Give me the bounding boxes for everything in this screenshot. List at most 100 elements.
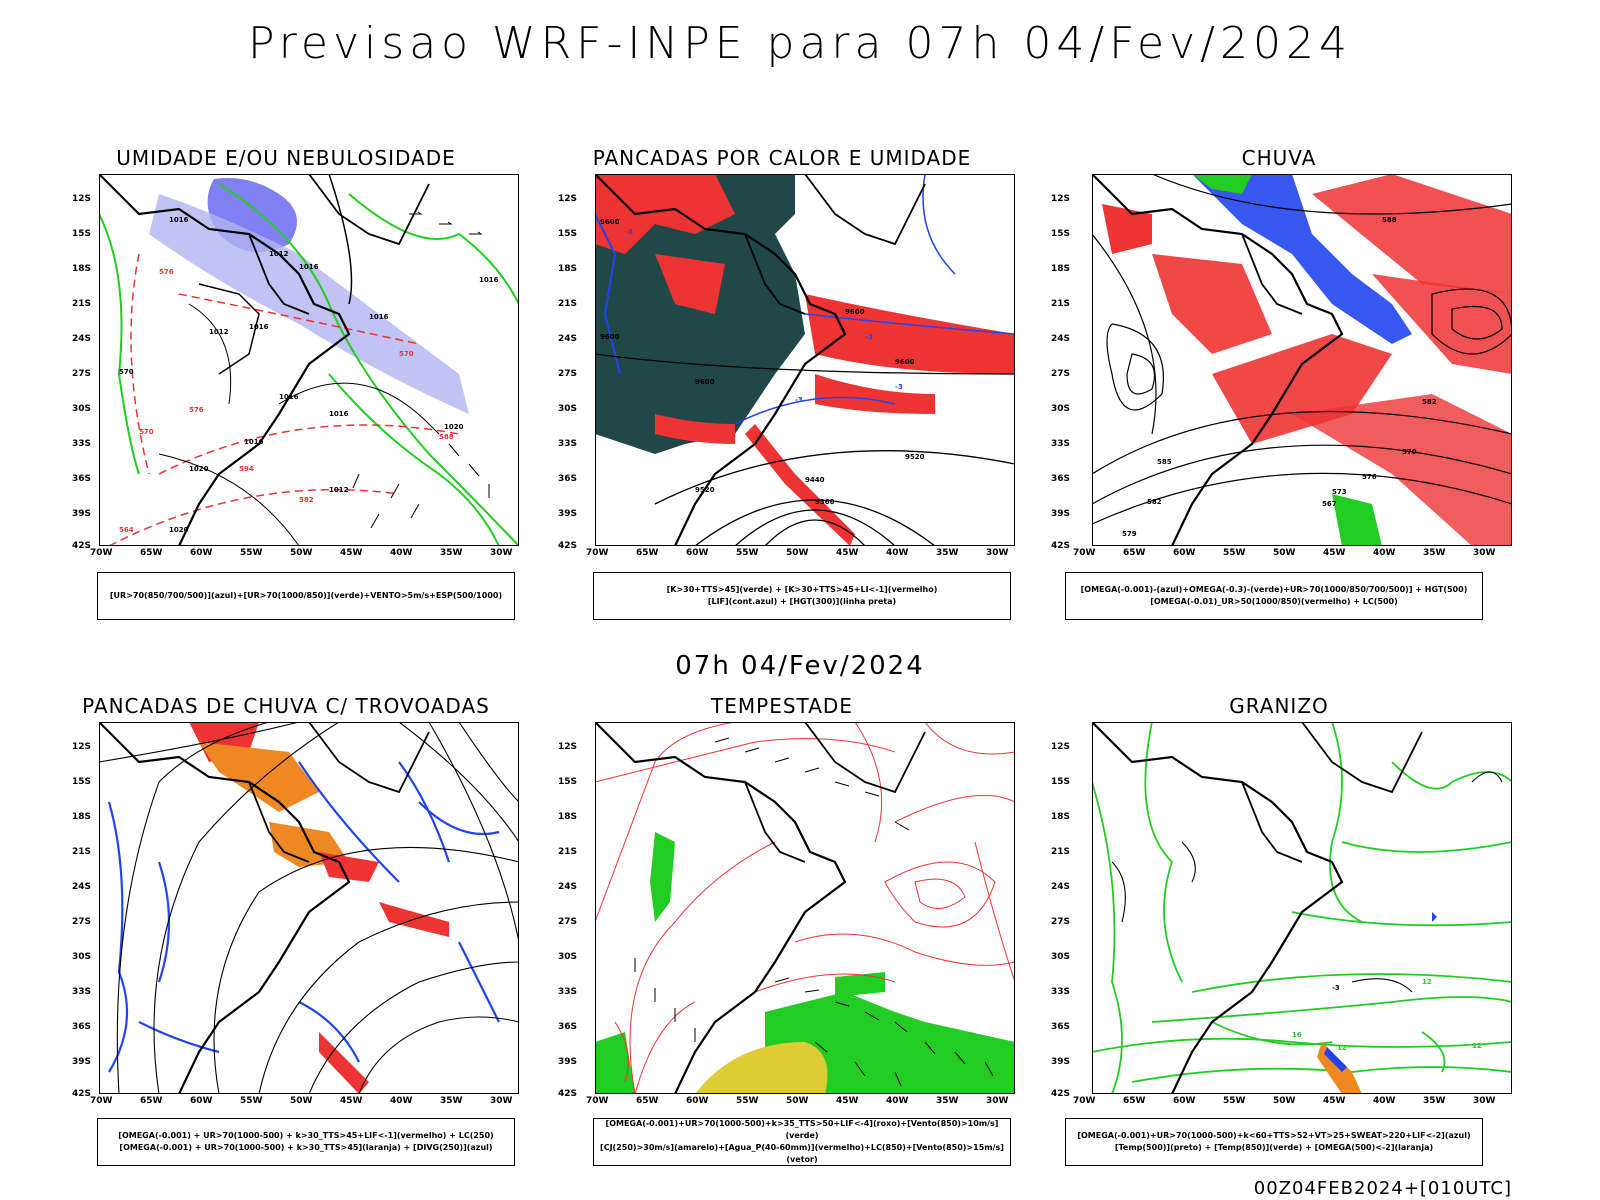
lat-label: 15S <box>1051 229 1071 239</box>
panel-title: PANCADAS POR CALOR E UMIDADE <box>592 146 972 170</box>
legend-line: [OMEGA(-0.01)_UR>50(1000/850)(vermelho) … <box>1150 597 1398 606</box>
map-label: 585 <box>1157 458 1172 466</box>
lat-label: 27S <box>1051 917 1071 927</box>
lon-label: 35W <box>440 1096 463 1106</box>
lon-label: 55W <box>736 1096 759 1106</box>
panel-umidade: UMIDADE E/OU NEBULOSIDADE <box>66 146 519 620</box>
map-label: 1016 <box>279 393 299 401</box>
panel-chuva: CHUVA 588 582 <box>1051 146 1512 620</box>
lon-label: 40W <box>886 1096 909 1106</box>
lat-label: 42S <box>72 541 92 551</box>
lon-label: 55W <box>1223 1096 1246 1106</box>
lat-label: 21S <box>558 299 578 309</box>
lon-label: 40W <box>886 548 909 558</box>
legend-box: [OMEGA(-0.001)-(azul)+OMEGA(-0.3)-(verde… <box>1065 572 1483 620</box>
lat-label: 36S <box>558 1022 578 1032</box>
lat-label: 42S <box>558 541 578 551</box>
lat-label: 24S <box>558 882 578 892</box>
panel-pancadas-calor: PANCADAS POR CALOR E UMIDADE 9600 <box>558 146 1015 620</box>
lon-label: 70W <box>586 1096 609 1106</box>
lat-label: 24S <box>72 334 92 344</box>
map-label: 1012 <box>209 328 229 336</box>
map-label: 1012 <box>269 250 289 258</box>
lat-label: 18S <box>1051 264 1071 274</box>
map-label: 570 <box>399 350 414 358</box>
lat-label: 33S <box>1051 439 1071 449</box>
main-title: Previsao WRF-INPE para 07h 04/Fev/2024 <box>248 18 1352 69</box>
lat-label: 33S <box>1051 987 1071 997</box>
lon-label: 35W <box>1423 1096 1446 1106</box>
lon-label: 50W <box>1273 1096 1296 1106</box>
lat-label: 24S <box>558 334 578 344</box>
map-label: 570 <box>119 368 134 376</box>
lat-label: 39S <box>72 1057 92 1067</box>
lon-label: 35W <box>936 548 959 558</box>
lat-label: 42S <box>558 1089 578 1099</box>
lon-label: 55W <box>1223 548 1246 558</box>
lon-label: 65W <box>1123 1096 1146 1106</box>
lon-label: 45W <box>340 548 363 558</box>
map-label: 1016 <box>244 438 264 446</box>
lon-label: 45W <box>836 1096 859 1106</box>
lat-label: 21S <box>72 299 92 309</box>
lat-label: 42S <box>1051 541 1071 551</box>
legend-box: [OMEGA(-0.001) + UR>70(1000-500) + k>30_… <box>97 1118 515 1166</box>
map-svg: 588 582 579 576 573 570 567 582 585 <box>1092 174 1512 546</box>
lat-label: 18S <box>72 812 92 822</box>
lat-label: 39S <box>558 1057 578 1067</box>
map-tempestade <box>595 722 1015 1094</box>
lon-label: 50W <box>290 1096 313 1106</box>
lon-label: 30W <box>1473 548 1496 558</box>
lon-label: 70W <box>1073 548 1096 558</box>
lat-label: 39S <box>1051 1057 1071 1067</box>
map-svg <box>595 722 1015 1094</box>
lat-label: 33S <box>558 439 578 449</box>
lon-label: 40W <box>1373 1096 1396 1106</box>
map-label: 1016 <box>329 410 349 418</box>
map-label: 576 <box>189 406 204 414</box>
lat-label: 30S <box>558 404 578 414</box>
map-pancadas-calor: 9600 9600 9600 9600 9600 9520 9440 9360 … <box>595 174 1015 546</box>
lon-label: 65W <box>140 1096 163 1106</box>
lon-label: 60W <box>686 1096 709 1106</box>
map-label: 9600 <box>895 358 915 366</box>
legend-box: [UR>70(850/700/500)](azul)+[UR>70(1000/8… <box>97 572 515 620</box>
lon-label: 45W <box>340 1096 363 1106</box>
map-label: 564 <box>119 526 134 534</box>
lon-label: 70W <box>90 1096 113 1106</box>
lat-label: 18S <box>558 812 578 822</box>
lon-label: 50W <box>290 548 313 558</box>
lat-label: 27S <box>72 369 92 379</box>
map-label: 9440 <box>805 476 825 484</box>
lon-label: 70W <box>586 548 609 558</box>
lat-label: 21S <box>558 847 578 857</box>
lat-label: 18S <box>558 264 578 274</box>
map-label: 1020 <box>169 526 189 534</box>
legend-line: [CJ(250)>30m/s](amarelo)+[Agua_P(40-60mm… <box>600 1143 1004 1164</box>
lat-label: 33S <box>72 439 92 449</box>
subtitle-date: 07h 04/Fev/2024 <box>675 651 925 681</box>
map-label: 9520 <box>905 453 925 461</box>
lat-label: 30S <box>1051 952 1071 962</box>
lat-label: 42S <box>1051 1089 1071 1099</box>
lon-label: 35W <box>440 548 463 558</box>
lat-label: 36S <box>1051 1022 1071 1032</box>
lat-label: 21S <box>1051 847 1071 857</box>
map-label: -3 <box>1332 984 1340 992</box>
legend-box: [K>30+TTS>45](verde) + [K>30+TTS>45+LI<-… <box>593 572 1011 620</box>
lat-label: 24S <box>1051 334 1071 344</box>
lat-label: 21S <box>72 847 92 857</box>
legend-line: [K>30+TTS>45](verde) + [K>30+TTS>45+LI<-… <box>666 585 938 594</box>
lon-label: 60W <box>190 548 213 558</box>
map-label: 1016 <box>249 323 269 331</box>
map-umidade: 1016 1012 1016 1016 1016 1012 1016 1016 … <box>99 174 519 546</box>
lat-label: 39S <box>1051 509 1071 519</box>
panel-title: PANCADAS DE CHUVA C/ TROVOADAS <box>82 694 490 718</box>
lon-label: 30W <box>490 548 513 558</box>
lon-label: 45W <box>1323 548 1346 558</box>
map-label: -3 <box>865 333 873 341</box>
lon-label: 45W <box>1323 1096 1346 1106</box>
map-pancadas-trovoadas <box>99 722 519 1094</box>
lat-label: 15S <box>1051 777 1071 787</box>
lat-label: 24S <box>72 882 92 892</box>
